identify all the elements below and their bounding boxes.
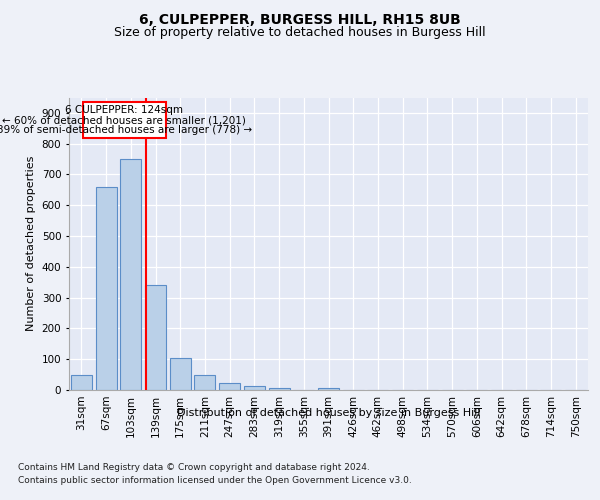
Bar: [219, 383, 240, 390]
Text: Contains public sector information licensed under the Open Government Licence v3: Contains public sector information licen…: [18, 476, 412, 485]
Bar: [244, 386, 265, 390]
Text: Distribution of detached houses by size in Burgess Hill: Distribution of detached houses by size …: [177, 408, 481, 418]
Bar: [145, 286, 166, 390]
Bar: [120, 159, 141, 390]
Bar: [318, 388, 339, 390]
Bar: [170, 358, 191, 390]
Bar: [71, 374, 92, 390]
Text: 6 CULPEPPER: 124sqm: 6 CULPEPPER: 124sqm: [65, 105, 184, 115]
Text: Size of property relative to detached houses in Burgess Hill: Size of property relative to detached ho…: [114, 26, 486, 39]
Bar: [194, 375, 215, 390]
Text: ← 60% of detached houses are smaller (1,201): ← 60% of detached houses are smaller (1,…: [2, 116, 246, 126]
Bar: [95, 187, 116, 390]
Text: 6, CULPEPPER, BURGESS HILL, RH15 8UB: 6, CULPEPPER, BURGESS HILL, RH15 8UB: [139, 12, 461, 26]
Text: Contains HM Land Registry data © Crown copyright and database right 2024.: Contains HM Land Registry data © Crown c…: [18, 462, 370, 471]
Text: 39% of semi-detached houses are larger (778) →: 39% of semi-detached houses are larger (…: [0, 126, 252, 136]
Y-axis label: Number of detached properties: Number of detached properties: [26, 156, 36, 332]
Bar: [269, 388, 290, 390]
FancyBboxPatch shape: [83, 102, 166, 139]
